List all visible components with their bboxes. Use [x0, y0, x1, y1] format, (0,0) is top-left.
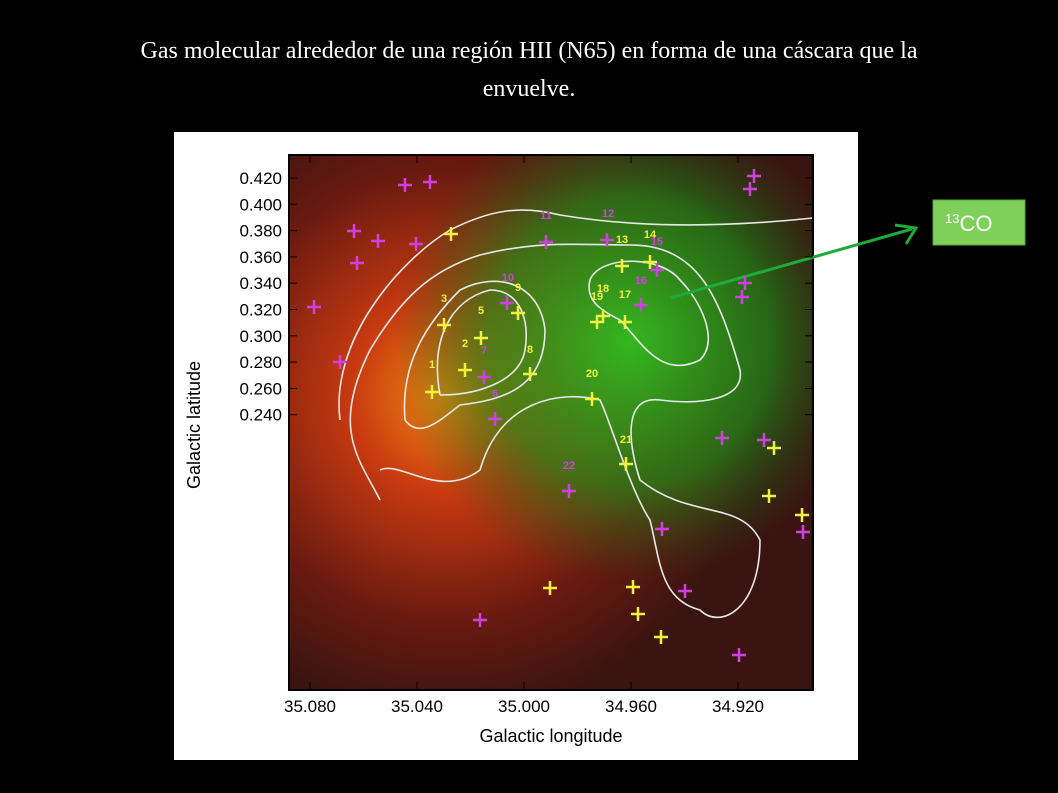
source-cross — [618, 315, 632, 329]
arrow — [669, 227, 913, 300]
source-cross — [626, 580, 640, 594]
callout-label: 13CO — [945, 211, 992, 236]
arrow-head — [894, 223, 919, 245]
source-cross — [767, 441, 781, 455]
source-cross — [796, 525, 810, 539]
y-axis-label: Galactic latitude — [184, 361, 204, 489]
source-cross — [437, 318, 451, 332]
source-cross — [477, 370, 491, 384]
y-tick-label: 0.300 — [239, 327, 282, 346]
source-label: 16 — [635, 275, 647, 287]
source-cross — [762, 489, 776, 503]
callout-box — [932, 199, 1026, 246]
source-cross — [650, 263, 664, 277]
source-cross — [371, 234, 385, 248]
source-cross — [615, 259, 629, 273]
source-cross — [488, 412, 502, 426]
y-tick-label: 0.240 — [239, 406, 282, 425]
source-cross — [743, 182, 757, 196]
y-tick-label: 0.420 — [239, 169, 282, 188]
source-cross — [423, 175, 437, 189]
source-cross — [631, 607, 645, 621]
y-tick-label: 0.360 — [239, 248, 282, 267]
source-cross — [619, 457, 633, 471]
title: Gas molecular alrededor de una región HI… — [141, 38, 918, 64]
source-cross — [458, 363, 472, 377]
y-tick-label: 0.380 — [239, 222, 282, 241]
x-tick-label: 35.040 — [391, 697, 443, 716]
source-cross — [444, 227, 458, 241]
image-green — [289, 155, 813, 690]
y-tick-label: 0.340 — [239, 274, 282, 293]
source-cross — [654, 630, 668, 644]
plot — [288, 154, 814, 691]
source-cross — [409, 237, 423, 251]
source-cross — [735, 290, 749, 304]
title: envuelve. — [483, 76, 576, 102]
source-cross — [585, 392, 599, 406]
source-label: 19 — [591, 291, 603, 303]
source-cross — [474, 331, 488, 345]
source-cross — [715, 431, 729, 445]
source-label: 3 — [441, 293, 447, 305]
source-label: 10 — [502, 272, 514, 284]
source-label: 12 — [602, 208, 614, 220]
source-label: 17 — [619, 289, 631, 301]
x-tick-label: 34.960 — [605, 697, 657, 716]
y-tick-label: 0.400 — [239, 195, 282, 214]
source-cross — [747, 169, 761, 183]
source-cross — [398, 178, 412, 192]
source-label: 21 — [620, 434, 632, 446]
source-cross — [732, 648, 746, 662]
source-cross — [757, 433, 771, 447]
source-cross — [678, 584, 692, 598]
source-label: 13 — [616, 234, 628, 246]
source-label: 7 — [481, 345, 487, 357]
source-cross — [347, 224, 361, 238]
source-cross — [562, 484, 576, 498]
callout-text: CO — [959, 211, 992, 236]
y-tick-label: 0.260 — [239, 379, 282, 398]
source-cross — [350, 256, 364, 270]
source-label: 8 — [527, 344, 533, 356]
source-label: 22 — [563, 460, 575, 472]
source-cross — [543, 581, 557, 595]
source-cross — [634, 298, 648, 312]
y-tick-label: 0.280 — [239, 353, 282, 372]
x-tick-label: 34.920 — [712, 697, 764, 716]
source-cross — [333, 355, 347, 369]
y-tick-label: 0.320 — [239, 301, 282, 320]
source-cross — [596, 309, 610, 323]
callout-prefix: 13 — [945, 211, 959, 226]
plot-frame — [288, 154, 814, 691]
source-label: 1 — [429, 359, 435, 371]
x-axis-label: Galactic longitude — [479, 726, 622, 746]
source-cross — [600, 233, 614, 247]
source-label: 18 — [597, 283, 609, 295]
source-cross — [643, 255, 657, 269]
source-cross — [539, 235, 553, 249]
source-label: 15 — [651, 236, 663, 248]
source-label: 20 — [586, 368, 598, 380]
source-label: 11 — [540, 210, 552, 222]
source-cross — [795, 508, 809, 522]
source-label: 9 — [515, 282, 521, 294]
source-label: 5 — [478, 305, 484, 317]
source-cross — [473, 613, 487, 627]
source-label: 2 — [462, 338, 468, 350]
source-cross — [590, 315, 604, 329]
source-cross — [523, 367, 537, 381]
x-tick-label: 35.000 — [498, 697, 550, 716]
source-cross — [307, 300, 321, 314]
source-label: 6 — [492, 388, 498, 400]
source-label: 14 — [644, 229, 657, 241]
source-cross — [738, 276, 752, 290]
source-cross — [655, 522, 669, 536]
source-cross — [500, 296, 514, 310]
source-cross — [425, 385, 439, 399]
source-cross — [511, 306, 525, 320]
x-tick-label: 35.080 — [284, 697, 336, 716]
